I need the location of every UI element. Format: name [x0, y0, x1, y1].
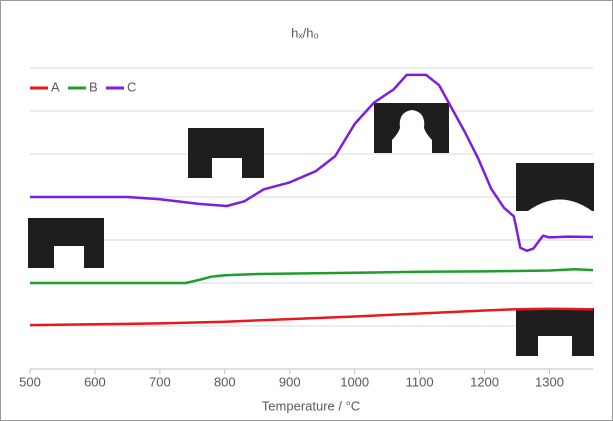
specimen-image — [28, 218, 104, 268]
x-tick-label: 1300 — [535, 374, 564, 389]
legend-label: B — [89, 79, 98, 94]
specimen-image — [516, 163, 594, 211]
legend-label: A — [51, 79, 60, 94]
x-axis-label: Temperature / °C — [262, 398, 360, 413]
specimen-image — [374, 103, 449, 153]
x-tick-label: 600 — [84, 374, 106, 389]
x-tick-label: 1200 — [470, 374, 499, 389]
x-tick-label: 800 — [214, 374, 236, 389]
x-tick-label: 1100 — [406, 374, 434, 389]
x-tick-label: 500 — [19, 374, 41, 389]
x-tick-label: 700 — [149, 374, 171, 389]
legend-label: C — [127, 79, 136, 94]
x-tick-label: 900 — [279, 374, 301, 389]
x-tick-label: 1000 — [340, 374, 369, 389]
specimen-image — [188, 128, 264, 178]
specimen-image — [516, 308, 594, 356]
chart-title: hₓ/h₀ — [291, 25, 319, 40]
chart: hₓ/h₀ Temperature / °C 500 600 700 800 900 10… — [0, 0, 613, 421]
